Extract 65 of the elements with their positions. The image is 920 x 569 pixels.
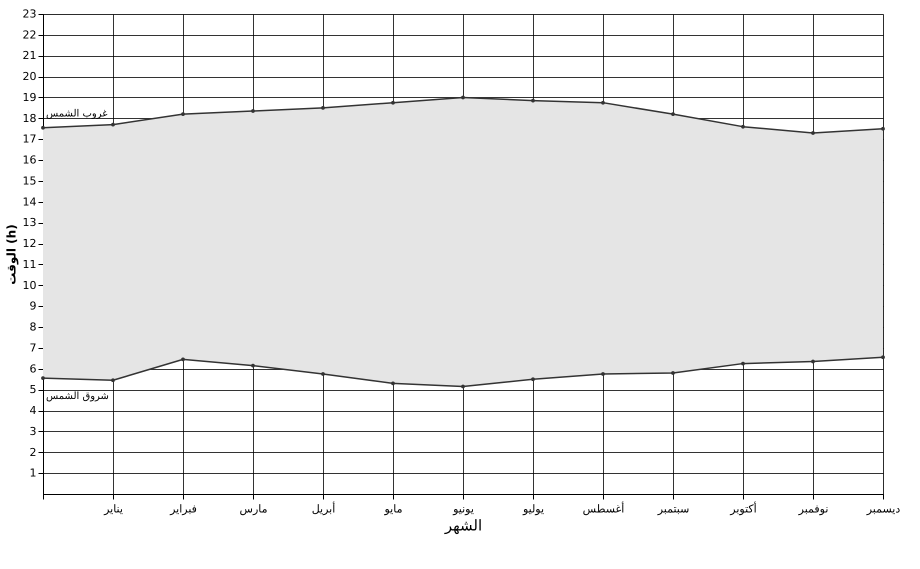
y-tick-label: 8 [30,320,36,334]
y-tick-label: 1 [30,466,36,480]
y-tick-label: 4 [30,404,36,418]
y-tick-label: 19 [22,90,36,104]
y-tick-label: 20 [22,70,36,84]
y-tick-label: 17 [22,132,36,146]
x-tick-label: يونيو [452,502,474,516]
y-tick-label: 5 [30,383,36,396]
y-tick-label: 9 [30,300,36,313]
x-axis-title: الشهر [444,516,482,534]
x-tick-label: يناير [103,502,123,516]
point [811,360,815,364]
y-tick-label: 16 [22,154,36,167]
y-tick-label: 6 [30,362,36,376]
point [251,109,255,113]
y-tick-label: 22 [22,28,36,42]
point [391,100,395,105]
x-tick-label: نوفمبر [798,502,828,516]
point [391,382,395,386]
y-tick-label: 15 [22,174,36,188]
x-tick-label: أغسطس [582,502,624,516]
y-tick-label: 13 [22,216,36,230]
series-label: شروق الشمس [46,391,109,402]
x-tick-label: أبريل [312,502,336,516]
point [881,355,885,360]
y-tick-label: 18 [22,112,36,125]
x-tick-label: أكتوبر [729,502,757,516]
y-tick-label: 11 [22,258,36,271]
series-label: غروب الشمس [46,108,108,120]
y-tick-label: 12 [22,237,36,250]
point [811,131,815,135]
point [601,372,605,376]
y-tick-label: 14 [22,195,36,208]
y-tick-label: 3 [30,424,36,438]
point [41,376,45,380]
point [741,124,745,129]
point [601,100,605,105]
point [321,106,325,110]
y-tick-label: 7 [30,341,36,354]
point [881,126,885,131]
point [461,384,465,388]
point [671,371,675,375]
y-axis-title: الوقت (h) [4,224,19,285]
x-tick-label: يوليو [522,502,544,516]
x-tick-label: سبتمبر [656,502,690,516]
point [321,372,325,376]
point [181,358,185,362]
point [181,112,185,116]
point [741,362,745,366]
point [251,364,255,368]
point [671,112,675,116]
point [41,126,45,130]
y-tick-label: 23 [22,8,36,20]
x-tick-label: ديسمبر [866,502,900,516]
point [531,377,535,382]
point [111,378,115,382]
y-tick-label: 21 [22,49,36,62]
y-tick-label: 10 [22,278,36,292]
point [111,122,115,126]
point [531,98,535,102]
x-tick-label: مايو [384,502,403,516]
x-tick-label: مارس [240,502,268,516]
y-tick-label: 2 [30,446,36,459]
x-tick-label: فبراير [169,502,197,516]
point [461,96,465,100]
